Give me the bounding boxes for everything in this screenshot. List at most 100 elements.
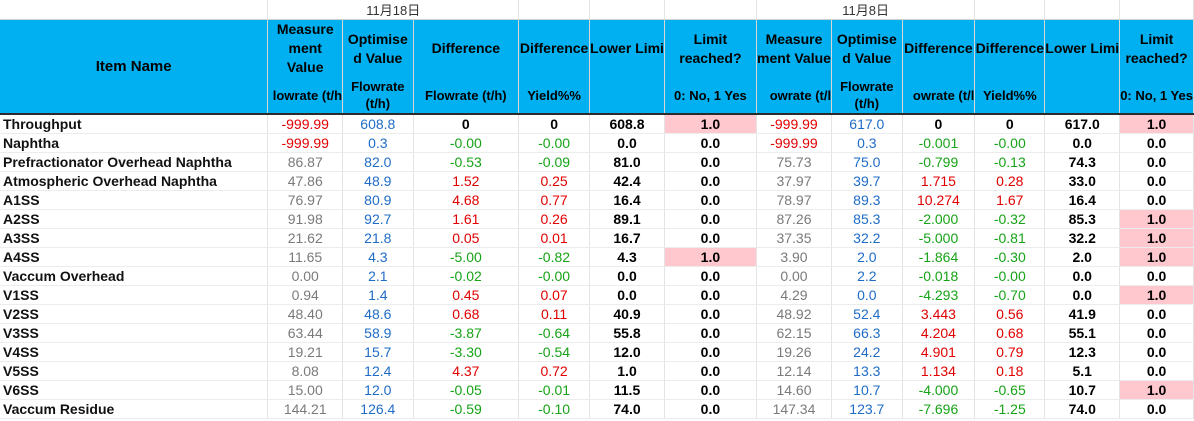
header-right-optimised-unit[interactable]: Flowrate (t/h): [831, 77, 903, 115]
cell-left-difference-yield[interactable]: 0.26: [518, 209, 591, 229]
cell-right-lower-limit[interactable]: 85.3: [1044, 209, 1121, 229]
cell-right-measure[interactable]: 75.73: [756, 152, 833, 172]
cell-left-lower-limit[interactable]: 11.5: [589, 380, 665, 400]
cell-right-difference-yield[interactable]: -0.30: [974, 247, 1046, 267]
cell-left-optimised[interactable]: 0.3: [342, 133, 414, 153]
cell-right-measure[interactable]: -999.99: [756, 114, 833, 134]
cell-left-measure[interactable]: 91.98: [267, 209, 344, 229]
cell-right-lower-limit[interactable]: 0.0: [1044, 133, 1121, 153]
cell-left-measure[interactable]: -999.99: [267, 114, 344, 134]
cell-right-measure[interactable]: 0.00: [756, 266, 833, 286]
cell-left-measure[interactable]: 48.40: [267, 304, 344, 324]
cell-right-limit-reached[interactable]: 0.0: [1119, 266, 1194, 286]
cell-left-difference-yield[interactable]: -0.54: [518, 342, 591, 362]
cell-right-lower-limit[interactable]: 617.0: [1044, 114, 1121, 134]
cell-left-optimised[interactable]: 608.8: [342, 114, 414, 134]
cell-left-optimised[interactable]: 21.8: [342, 228, 414, 248]
cell-left-lower-limit[interactable]: 42.4: [589, 171, 665, 191]
cell[interactable]: [974, 0, 1046, 20]
cell-left-measure[interactable]: 86.87: [267, 152, 344, 172]
cell-right-difference[interactable]: -2.000: [902, 209, 976, 229]
cell-right-difference-yield[interactable]: -0.00: [974, 266, 1046, 286]
cell-right-difference-yield[interactable]: 1.67: [974, 190, 1046, 210]
cell-left-limit-reached[interactable]: 0.0: [664, 361, 757, 381]
header-left-measure-unit[interactable]: lowrate (t/h: [267, 77, 344, 115]
cell-left-difference[interactable]: -5.00: [413, 247, 520, 267]
cell-left-difference[interactable]: 4.37: [413, 361, 520, 381]
cell-right-lower-limit[interactable]: 16.4: [1044, 190, 1121, 210]
cell-left-difference-yield[interactable]: 0: [518, 114, 591, 134]
row-item-name[interactable]: Vaccum Residue: [0, 399, 269, 419]
date-left[interactable]: 11月18日: [267, 0, 520, 20]
row-item-name[interactable]: Vaccum Overhead: [0, 266, 269, 286]
cell-left-lower-limit[interactable]: 608.8: [589, 114, 665, 134]
cell-right-difference[interactable]: -0.018: [902, 266, 976, 286]
cell-left-optimised[interactable]: 1.4: [342, 285, 414, 305]
cell-left-difference[interactable]: 0.68: [413, 304, 520, 324]
cell-right-lower-limit[interactable]: 5.1: [1044, 361, 1121, 381]
header-right-measure-unit[interactable]: owrate (t/l: [756, 77, 833, 115]
cell-left-measure[interactable]: -999.99: [267, 133, 344, 153]
cell-right-limit-reached[interactable]: 0.0: [1119, 399, 1194, 419]
cell-left-measure[interactable]: 19.21: [267, 342, 344, 362]
row-item-name[interactable]: V5SS: [0, 361, 269, 381]
cell-right-optimised[interactable]: 85.3: [831, 209, 903, 229]
cell-right-optimised[interactable]: 0.0: [831, 285, 903, 305]
cell-right-optimised[interactable]: 39.7: [831, 171, 903, 191]
cell-left-optimised[interactable]: 58.9: [342, 323, 414, 343]
cell-right-measure[interactable]: 48.92: [756, 304, 833, 324]
cell-right-difference[interactable]: -0.799: [902, 152, 976, 172]
cell-left-limit-reached[interactable]: 0.0: [664, 152, 757, 172]
cell-right-limit-reached[interactable]: 0.0: [1119, 190, 1194, 210]
cell-left-optimised[interactable]: 15.7: [342, 342, 414, 362]
cell-left-optimised[interactable]: 92.7: [342, 209, 414, 229]
cell-right-difference[interactable]: 4.901: [902, 342, 976, 362]
cell-right-difference-yield[interactable]: -0.65: [974, 380, 1046, 400]
cell-left-limit-reached[interactable]: 1.0: [664, 247, 757, 267]
cell-left-difference-yield[interactable]: 0.25: [518, 171, 591, 191]
cell-left-limit-reached[interactable]: 0.0: [664, 304, 757, 324]
row-item-name[interactable]: V1SS: [0, 285, 269, 305]
cell-left-measure[interactable]: 8.08: [267, 361, 344, 381]
cell-left-difference[interactable]: 0.05: [413, 228, 520, 248]
cell-left-difference[interactable]: -0.53: [413, 152, 520, 172]
cell-left-measure[interactable]: 0.94: [267, 285, 344, 305]
cell-left-measure[interactable]: 144.21: [267, 399, 344, 419]
cell-left-difference[interactable]: -3.30: [413, 342, 520, 362]
cell-left-lower-limit[interactable]: 16.4: [589, 190, 665, 210]
cell-left-optimised[interactable]: 12.4: [342, 361, 414, 381]
cell-left-lower-limit[interactable]: 40.9: [589, 304, 665, 324]
header-left-limit[interactable]: Limit reached?: [664, 19, 757, 77]
cell-right-difference-yield[interactable]: 0.79: [974, 342, 1046, 362]
cell-right-limit-reached[interactable]: 1.0: [1119, 247, 1194, 267]
cell-right-difference-yield[interactable]: 0: [974, 114, 1046, 134]
cell-right-difference[interactable]: -4.293: [902, 285, 976, 305]
cell-right-lower-limit[interactable]: 10.7: [1044, 380, 1121, 400]
cell-right-difference-yield[interactable]: -0.13: [974, 152, 1046, 172]
row-item-name[interactable]: Throughput: [0, 114, 269, 134]
cell-right-limit-reached[interactable]: 0.0: [1119, 323, 1194, 343]
header-left-lower-unit[interactable]: [589, 77, 665, 115]
cell-left-difference-yield[interactable]: -0.09: [518, 152, 591, 172]
cell-left-limit-reached[interactable]: 0.0: [664, 266, 757, 286]
cell-left-difference-yield[interactable]: -0.01: [518, 380, 591, 400]
cell-left-difference[interactable]: -0.02: [413, 266, 520, 286]
header-left-difference2[interactable]: Difference: [518, 19, 591, 77]
cell-left-lower-limit[interactable]: 55.8: [589, 323, 665, 343]
cell-left-difference[interactable]: 0: [413, 114, 520, 134]
header-right-optimised[interactable]: Optimise d Value: [831, 19, 903, 77]
row-item-name[interactable]: A3SS: [0, 228, 269, 248]
header-left-lower[interactable]: Lower Limi: [589, 19, 665, 77]
cell-right-difference[interactable]: 1.715: [902, 171, 976, 191]
cell-right-limit-reached[interactable]: 1.0: [1119, 285, 1194, 305]
cell-right-lower-limit[interactable]: 2.0: [1044, 247, 1121, 267]
cell-right-optimised[interactable]: 24.2: [831, 342, 903, 362]
cell-left-difference[interactable]: -0.00: [413, 133, 520, 153]
cell-left-difference-yield[interactable]: 0.01: [518, 228, 591, 248]
header-left-difference2-unit[interactable]: Yield%%: [518, 77, 591, 115]
cell-right-optimised[interactable]: 10.7: [831, 380, 903, 400]
row-item-name[interactable]: V6SS: [0, 380, 269, 400]
cell-left-optimised[interactable]: 48.9: [342, 171, 414, 191]
cell-left-lower-limit[interactable]: 16.7: [589, 228, 665, 248]
row-item-name[interactable]: A1SS: [0, 190, 269, 210]
